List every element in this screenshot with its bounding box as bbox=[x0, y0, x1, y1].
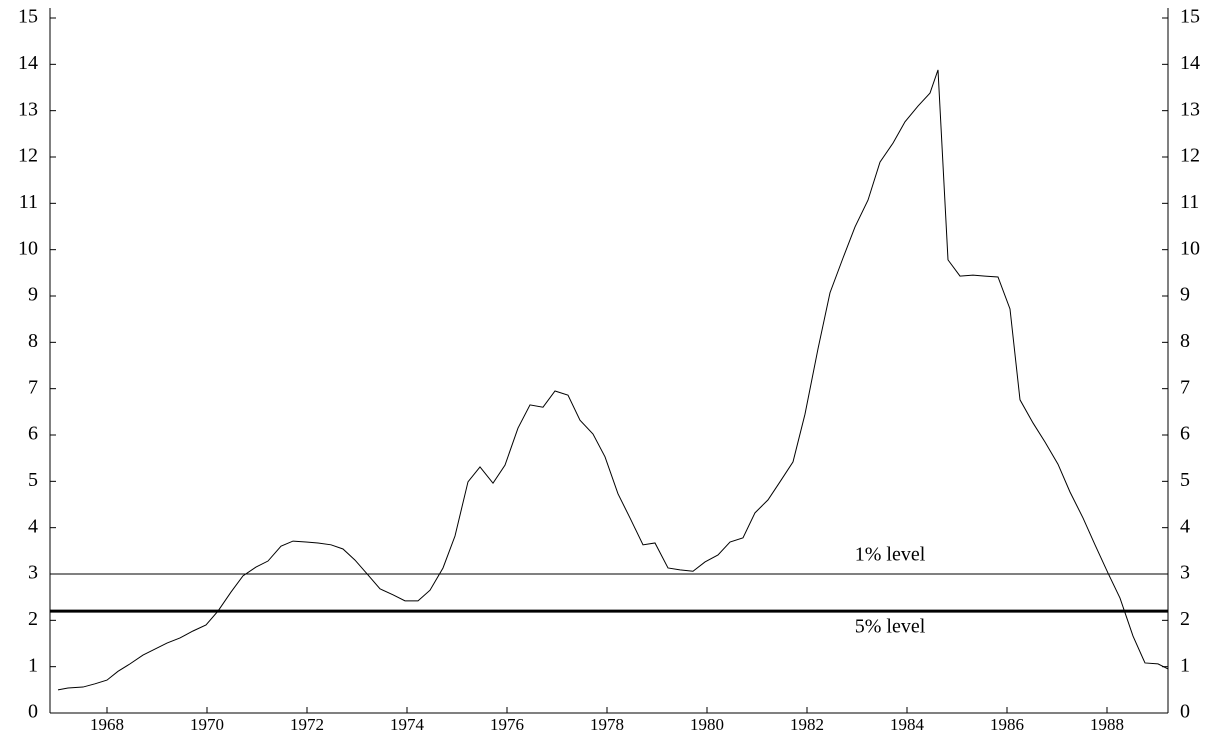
y2-tick-label: 4 bbox=[1180, 515, 1190, 537]
x-tick-label: 1984 bbox=[890, 715, 925, 734]
x-tick-label: 1976 bbox=[490, 715, 524, 734]
y2-tick-label: 15 bbox=[1180, 6, 1200, 28]
y2-tick-label: 3 bbox=[1180, 562, 1190, 584]
reference-label: 1% level bbox=[855, 544, 926, 566]
y-tick-label: 1 bbox=[28, 654, 38, 676]
y-tick-label: 15 bbox=[18, 6, 38, 28]
x-tick-label: 1972 bbox=[290, 715, 324, 734]
y2-tick-label: 10 bbox=[1180, 237, 1200, 259]
y-tick-label: 0 bbox=[28, 701, 38, 723]
x-tick-label: 1968 bbox=[90, 715, 124, 734]
y-tick-label: 6 bbox=[28, 423, 38, 445]
y-tick-label: 8 bbox=[28, 330, 38, 352]
y2-tick-label: 1 bbox=[1180, 654, 1190, 676]
y-tick-label: 2 bbox=[28, 608, 38, 630]
y2-tick-label: 8 bbox=[1180, 330, 1190, 352]
y-tick-label: 13 bbox=[18, 98, 38, 120]
x-tick-label: 1980 bbox=[690, 715, 724, 734]
y2-tick-label: 14 bbox=[1180, 52, 1200, 74]
y-tick-label: 9 bbox=[28, 284, 38, 306]
data-line bbox=[57, 69, 1169, 691]
y-tick-label: 7 bbox=[28, 376, 38, 398]
y-tick-label: 10 bbox=[18, 237, 38, 259]
y2-tick-label: 5 bbox=[1180, 469, 1190, 491]
y-tick-label: 14 bbox=[18, 52, 38, 74]
reference-label: 5% level bbox=[855, 616, 926, 638]
x-tick-label: 1982 bbox=[790, 715, 824, 734]
x-tick-label: 1988 bbox=[1090, 715, 1124, 734]
x-tick-label: 1978 bbox=[590, 715, 624, 734]
y2-tick-label: 6 bbox=[1180, 423, 1190, 445]
y-tick-label: 11 bbox=[19, 191, 38, 213]
x-tick-label: 1970 bbox=[190, 715, 224, 734]
y2-tick-label: 7 bbox=[1180, 376, 1190, 398]
x-tick-label: 1974 bbox=[390, 715, 425, 734]
y-tick-label: 3 bbox=[28, 562, 38, 584]
y-tick-label: 5 bbox=[28, 469, 38, 491]
y2-tick-label: 2 bbox=[1180, 608, 1190, 630]
y2-tick-label: 9 bbox=[1180, 284, 1190, 306]
y-tick-label: 4 bbox=[28, 515, 38, 537]
y2-tick-label: 11 bbox=[1180, 191, 1199, 213]
y2-tick-label: 0 bbox=[1180, 701, 1190, 723]
y2-tick-label: 12 bbox=[1180, 145, 1200, 167]
y2-tick-label: 13 bbox=[1180, 98, 1200, 120]
y-tick-label: 12 bbox=[18, 145, 38, 167]
x-tick-label: 1986 bbox=[990, 715, 1024, 734]
